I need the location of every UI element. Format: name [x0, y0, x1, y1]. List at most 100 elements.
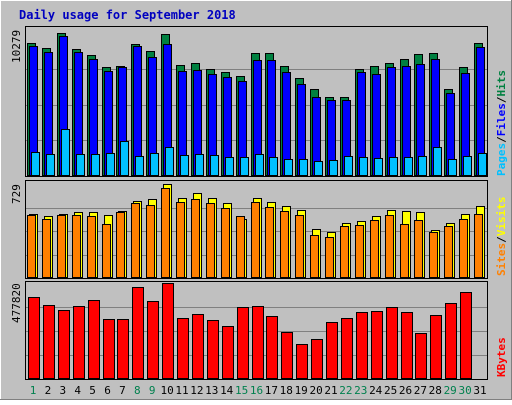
bar-pages-day-23 [359, 157, 368, 176]
x-label-day-8: 8 [134, 384, 141, 397]
bar-sites-day-4 [72, 215, 81, 278]
bar-pages-day-16 [255, 154, 264, 176]
bar-pages-day-8 [135, 156, 144, 176]
bar-sites-day-10 [161, 188, 170, 278]
bar-sites-day-21 [325, 237, 334, 278]
bar-kbytes-day-21 [326, 322, 338, 379]
x-label-day-29: 29 [444, 384, 457, 397]
x-label-day-12: 12 [190, 384, 203, 397]
bar-pages-day-24 [374, 158, 383, 176]
x-label-day-9: 9 [149, 384, 156, 397]
bar-pages-day-27 [418, 156, 427, 176]
bar-pages-day-22 [344, 156, 353, 176]
bar-pages-day-19 [299, 159, 308, 176]
bar-pages-day-13 [210, 155, 219, 176]
legend-sep-3: / [495, 236, 508, 243]
legend-hits-files-pages: Pages/Files/Hits [495, 70, 508, 176]
bar-kbytes-day-25 [386, 307, 398, 379]
x-label-day-2: 2 [45, 384, 52, 397]
bar-sites-day-30 [459, 219, 468, 278]
legend-visits-sites: Sites/Visits [495, 197, 508, 277]
bar-pages-day-4 [76, 154, 85, 176]
y-max-label-visits: 729 [10, 184, 23, 204]
bar-pages-day-29 [448, 159, 457, 176]
bar-pages-day-12 [195, 154, 204, 176]
bar-kbytes-day-12 [192, 314, 204, 379]
bar-kbytes-day-20 [311, 339, 323, 379]
x-label-day-4: 4 [74, 384, 81, 397]
bar-sites-day-6 [102, 224, 111, 278]
x-label-day-26: 26 [399, 384, 412, 397]
bar-kbytes-day-1 [28, 297, 40, 379]
y-max-label-kbytes: 477820 [10, 283, 23, 323]
x-label-day-11: 11 [175, 384, 188, 397]
bar-pages-day-28 [433, 147, 442, 176]
panel-kbytes-frame [25, 281, 488, 380]
bar-sites-day-8 [131, 203, 140, 278]
bar-pages-day-11 [180, 155, 189, 176]
bar-sites-day-27 [414, 220, 423, 278]
bar-sites-day-23 [355, 225, 364, 278]
bar-sites-day-3 [57, 215, 66, 278]
legend-hits: Hits [495, 70, 508, 97]
bar-sites-day-5 [87, 216, 96, 278]
y-max-label-hits: 10279 [10, 30, 23, 63]
bar-pages-day-5 [91, 154, 100, 176]
bar-sites-day-15 [236, 216, 245, 278]
x-label-day-7: 7 [119, 384, 126, 397]
bar-kbytes-day-6 [103, 319, 115, 379]
bar-kbytes-day-29 [445, 303, 457, 379]
bar-sites-day-13 [206, 203, 215, 278]
legend-pages: Pages [495, 143, 508, 176]
bar-kbytes-day-24 [371, 311, 383, 379]
x-label-day-13: 13 [205, 384, 218, 397]
bar-kbytes-day-5 [88, 300, 100, 379]
bar-sites-day-12 [191, 199, 200, 278]
bar-kbytes-day-11 [177, 318, 189, 379]
bar-kbytes-day-15 [237, 307, 249, 379]
bar-pages-day-14 [225, 157, 234, 176]
bar-kbytes-day-26 [401, 312, 413, 379]
bar-kbytes-day-27 [415, 333, 427, 379]
bar-sites-day-1 [27, 215, 36, 278]
bar-pages-day-18 [284, 159, 293, 176]
x-label-day-28: 28 [429, 384, 442, 397]
bar-kbytes-day-13 [207, 320, 219, 379]
x-label-day-15: 15 [235, 384, 248, 397]
x-label-day-5: 5 [89, 384, 96, 397]
bar-sites-day-29 [444, 226, 453, 278]
bar-pages-day-6 [106, 153, 115, 176]
bar-pages-day-30 [463, 156, 472, 176]
bar-kbytes-day-17 [266, 316, 278, 379]
legend-sites: Sites [495, 243, 508, 276]
x-label-day-27: 27 [414, 384, 427, 397]
legend-files: Files [495, 103, 508, 136]
legend-sep-1: / [495, 136, 508, 143]
bar-kbytes-day-18 [281, 332, 293, 379]
chart-title: Daily usage for September 2018 [19, 8, 236, 22]
bar-pages-day-25 [389, 157, 398, 176]
x-label-day-30: 30 [458, 384, 471, 397]
bar-pages-day-7 [120, 141, 129, 176]
bar-sites-day-24 [370, 220, 379, 278]
bar-kbytes-day-14 [222, 326, 234, 379]
bar-kbytes-day-3 [58, 310, 70, 379]
legend-visits: Visits [495, 197, 508, 237]
bar-pages-day-2 [46, 154, 55, 176]
bar-kbytes-day-9 [147, 301, 159, 379]
bar-sites-day-18 [280, 211, 289, 278]
x-label-day-16: 16 [250, 384, 263, 397]
bar-kbytes-day-7 [117, 319, 129, 379]
bar-sites-day-16 [251, 202, 260, 278]
x-label-day-20: 20 [309, 384, 322, 397]
x-label-day-24: 24 [369, 384, 383, 397]
bar-sites-day-31 [474, 214, 483, 278]
x-label-day-3: 3 [59, 384, 66, 397]
bar-pages-day-15 [240, 157, 249, 176]
bar-sites-day-9 [146, 205, 155, 278]
bar-pages-day-21 [329, 160, 338, 176]
bar-pages-day-20 [314, 161, 323, 176]
bar-pages-day-31 [478, 153, 487, 176]
